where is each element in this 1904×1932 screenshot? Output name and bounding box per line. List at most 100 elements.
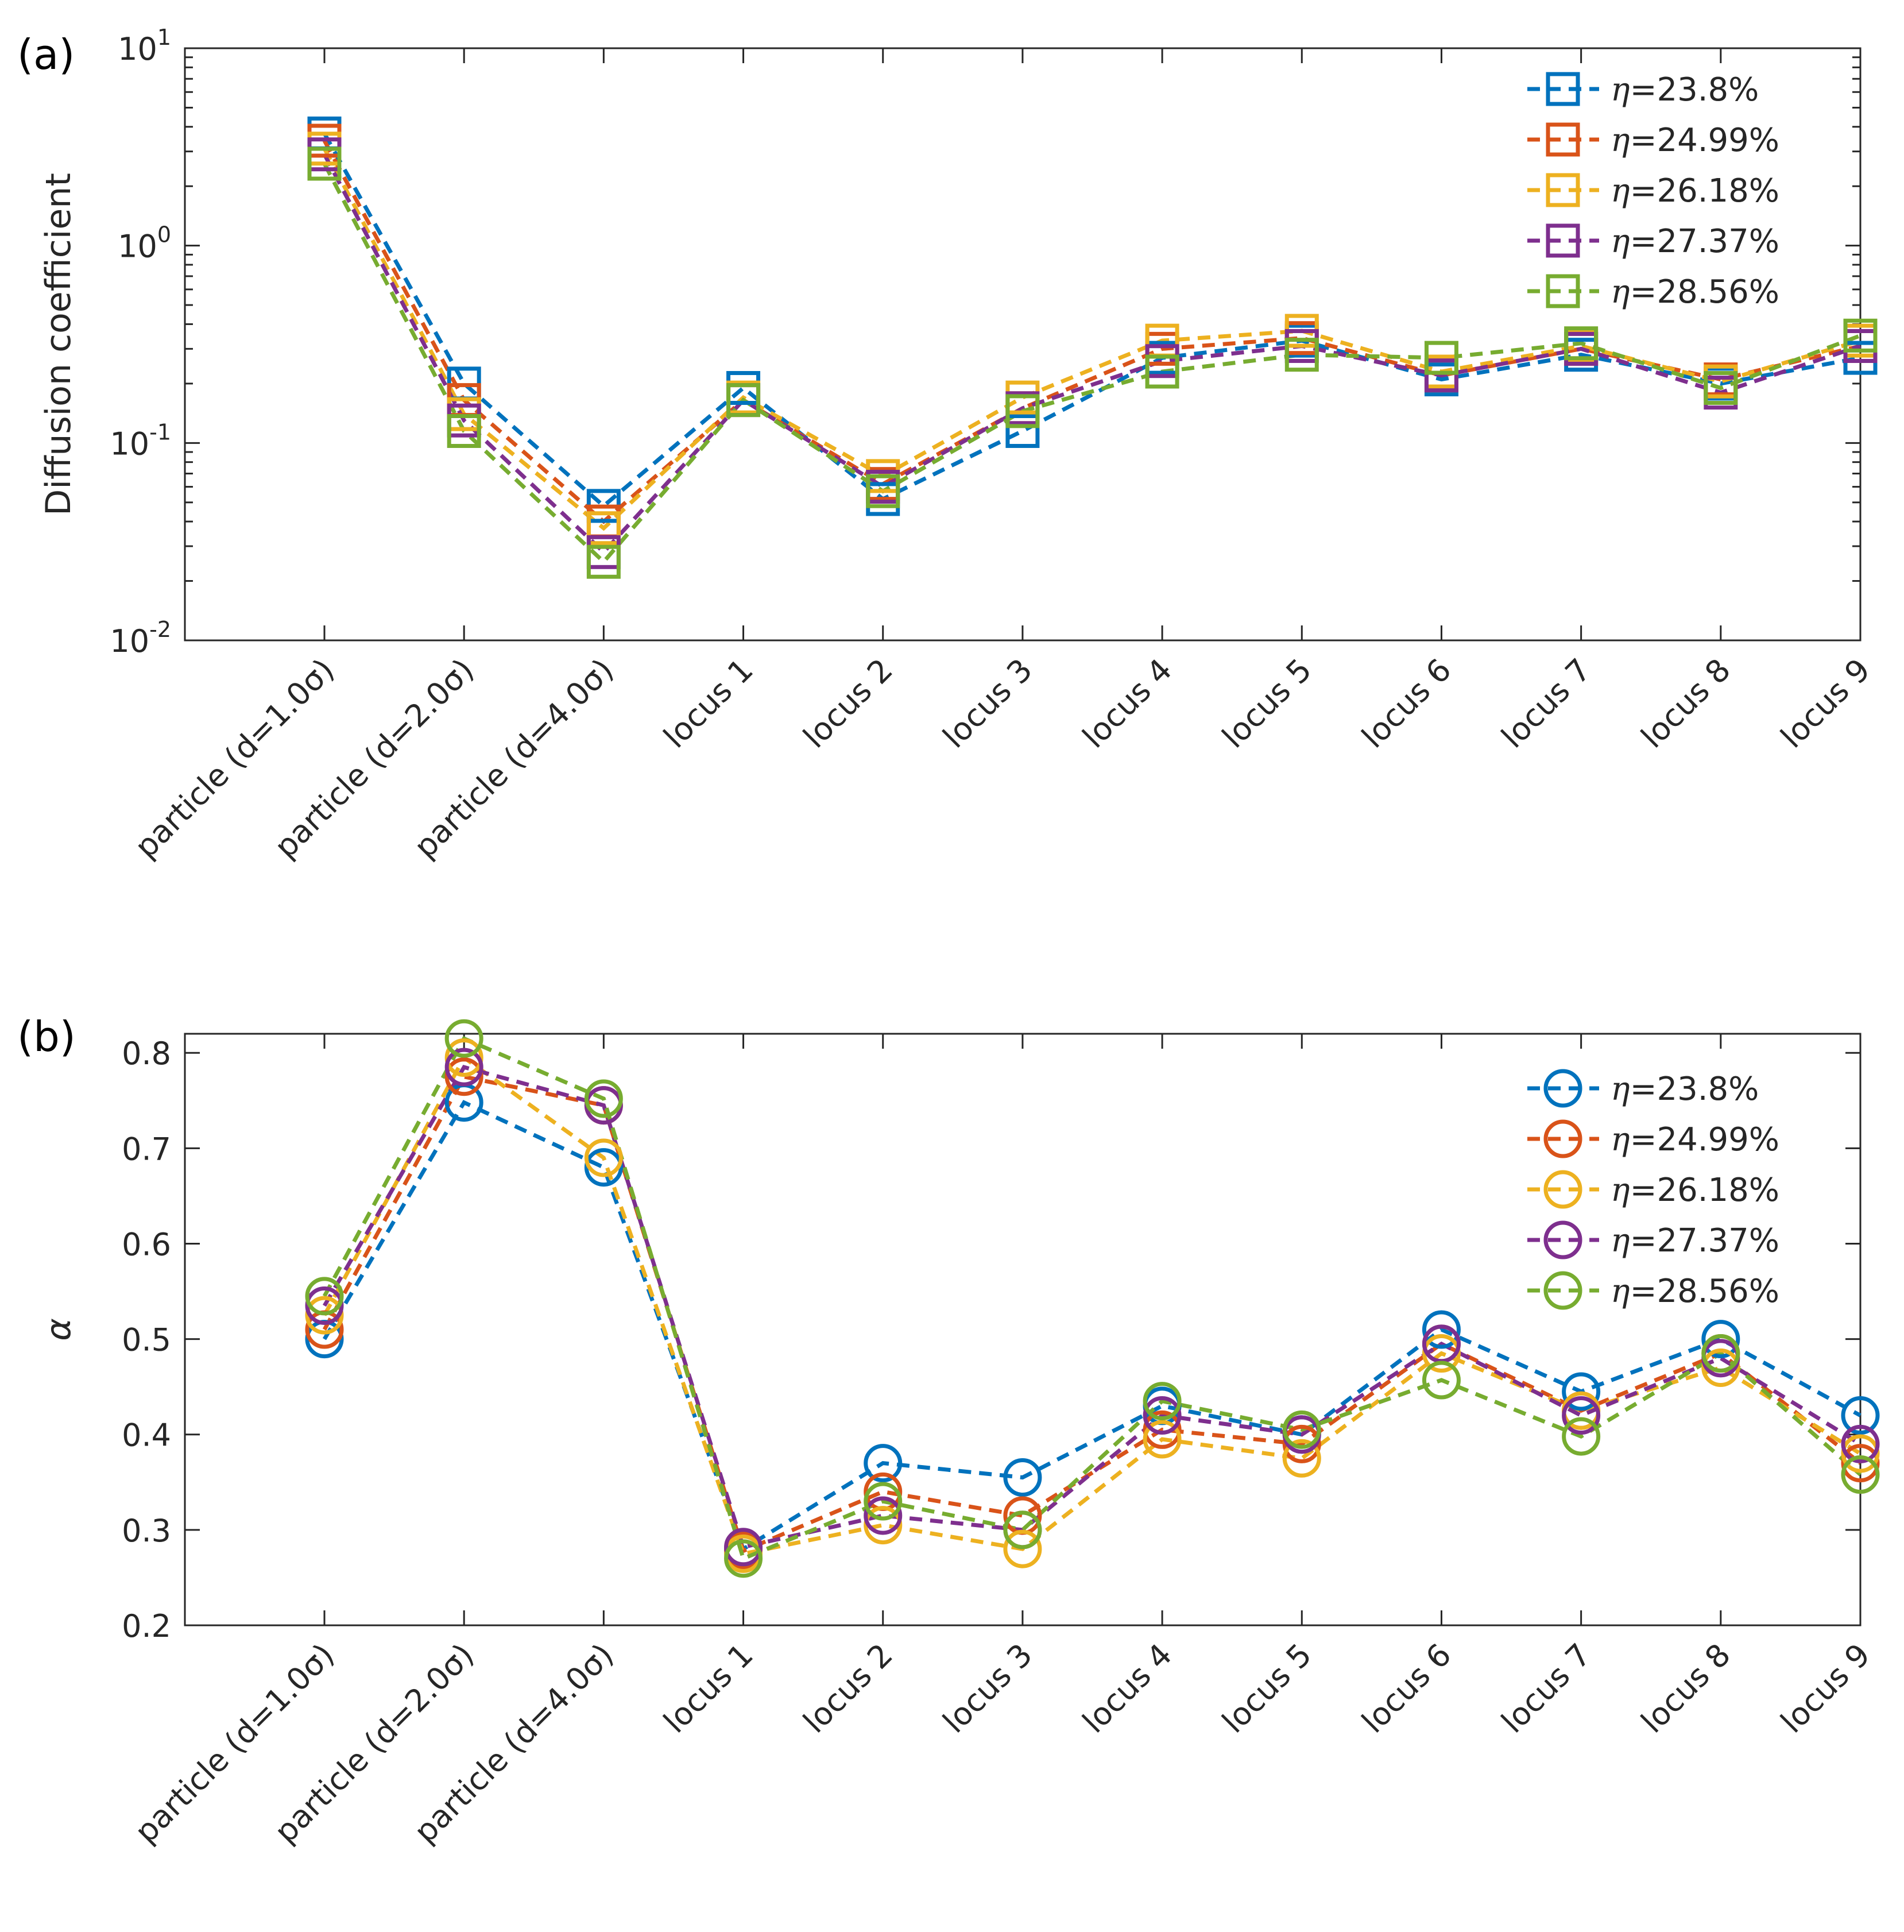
- legend-marker-square: [1546, 72, 1580, 106]
- data-point-circle: [1562, 1417, 1601, 1456]
- data-point-square: [1424, 358, 1458, 393]
- y-tick-label: 100: [118, 222, 171, 265]
- data-point-circle: [1282, 1424, 1321, 1463]
- data-point-square: [1284, 338, 1319, 372]
- data-point-circle: [1562, 1396, 1601, 1435]
- series-line: [322, 1054, 1862, 1556]
- data-point-circle: [1562, 1372, 1601, 1411]
- legend-entry-label: η=23.8%: [1611, 1071, 1759, 1108]
- data-point-circle: [1841, 1444, 1880, 1483]
- panel-label: (a): [17, 30, 75, 79]
- data-point-circle: [584, 1148, 623, 1187]
- data-point-circle: [305, 1277, 344, 1316]
- data-point-circle: [444, 1057, 483, 1096]
- y-tick-label: 0.2: [122, 1608, 171, 1644]
- data-point-circle: [1143, 1396, 1182, 1435]
- y-tick-label: 0.5: [122, 1322, 171, 1358]
- y-tick-label: 0.7: [122, 1131, 171, 1167]
- data-point-square: [1564, 326, 1599, 361]
- data-point-circle: [1841, 1455, 1880, 1494]
- legend-entry-label: η=28.56%: [1611, 273, 1779, 311]
- legend-marker-circle: [1543, 1119, 1582, 1158]
- panel-label: (b): [17, 1013, 76, 1061]
- series-line: [322, 1035, 1862, 1562]
- data-point-circle: [864, 1482, 903, 1521]
- data-point-square: [726, 383, 761, 418]
- data-point-circle: [1701, 1320, 1740, 1359]
- data-point-square: [307, 146, 342, 181]
- series-line: [322, 140, 1861, 524]
- series-line: [322, 1100, 1862, 1552]
- legend-marker-circle: [1543, 1170, 1582, 1209]
- data-point-square: [586, 511, 621, 546]
- data-point-circle: [1841, 1434, 1880, 1473]
- data-point-circle: [1701, 1334, 1740, 1373]
- data-point-square: [1704, 371, 1738, 405]
- data-point-circle: [444, 1019, 483, 1058]
- legend-entry-label: η=27.37%: [1611, 223, 1779, 260]
- y-tick-label: 10-1: [110, 419, 171, 462]
- data-point-circle: [1422, 1361, 1461, 1400]
- data-point-circle: [1003, 1458, 1042, 1497]
- data-point-circle: [1003, 1529, 1042, 1568]
- y-tick-label: 10-2: [110, 617, 171, 659]
- legend-marker-square: [1546, 173, 1580, 207]
- y-tick-label: 0.6: [122, 1226, 171, 1262]
- data-point-circle: [1701, 1348, 1740, 1387]
- legend-marker-square: [1546, 122, 1580, 157]
- y-axis-title: Diffusion coefficient: [38, 173, 79, 516]
- series-line: [322, 132, 1861, 509]
- legend-entry-label: η=28.56%: [1611, 1273, 1779, 1310]
- legend-entry-label: η=27.37%: [1611, 1222, 1779, 1259]
- series-line: [322, 153, 1862, 555]
- legend-marker-circle: [1543, 1069, 1582, 1108]
- y-tick-label: 0.4: [122, 1417, 171, 1454]
- data-point-circle: [864, 1496, 903, 1535]
- y-tick-label: 0.8: [122, 1035, 171, 1072]
- series-line: [322, 163, 1862, 565]
- data-point-circle: [864, 1444, 903, 1483]
- legend: η=23.8% η=24.99% η=26.18% η=27.37% η=28.56%: [1527, 71, 1779, 311]
- data-point-circle: [1143, 1410, 1182, 1449]
- data-point-square: [1424, 341, 1458, 375]
- data-point-circle: [864, 1506, 903, 1545]
- data-point-circle: [1282, 1410, 1321, 1449]
- data-point-square: [586, 544, 621, 579]
- legend-entry-label: η=24.99%: [1611, 122, 1779, 159]
- data-point-square: [1843, 318, 1878, 353]
- data-point-circle: [584, 1079, 623, 1118]
- data-point-circle: [305, 1296, 344, 1335]
- data-point-circle: [1143, 1420, 1182, 1459]
- legend-entry-label: η=26.18%: [1611, 1172, 1779, 1209]
- y-axis-title: α: [38, 1318, 79, 1341]
- legend-entry-label: η=24.99%: [1611, 1121, 1779, 1158]
- series-line: [322, 1065, 1862, 1550]
- data-point-circle: [1841, 1424, 1880, 1463]
- data-point-square: [1005, 414, 1040, 448]
- legend: η=23.8% η=24.99% η=26.18% η=27.37% η=28.56%: [1527, 1069, 1779, 1310]
- data-point-circle: [1841, 1396, 1880, 1435]
- legend-marker-circle: [1543, 1220, 1582, 1259]
- data-point-circle: [444, 1048, 483, 1087]
- legend-marker-square: [1546, 223, 1580, 258]
- legend-entry-label: η=23.8%: [1611, 71, 1759, 109]
- data-point-circle: [724, 1528, 763, 1567]
- data-point-circle: [1422, 1310, 1461, 1349]
- data-point-circle: [1282, 1439, 1321, 1478]
- y-tick-label: 0.3: [122, 1513, 171, 1549]
- data-point-circle: [1003, 1510, 1042, 1550]
- data-point-circle: [584, 1138, 623, 1177]
- data-point-circle: [305, 1286, 344, 1325]
- data-point-circle: [444, 1038, 483, 1077]
- data-point-square: [1005, 394, 1040, 428]
- legend-marker-square: [1546, 274, 1580, 308]
- series-line: [322, 1074, 1862, 1554]
- data-point-circle: [1143, 1382, 1182, 1421]
- data-point-circle: [1422, 1334, 1461, 1373]
- legend-marker-circle: [1543, 1271, 1582, 1310]
- data-point-square: [866, 474, 900, 508]
- data-point-circle: [724, 1539, 763, 1578]
- y-tick-label: 101: [118, 25, 171, 67]
- data-point-square: [1145, 354, 1179, 389]
